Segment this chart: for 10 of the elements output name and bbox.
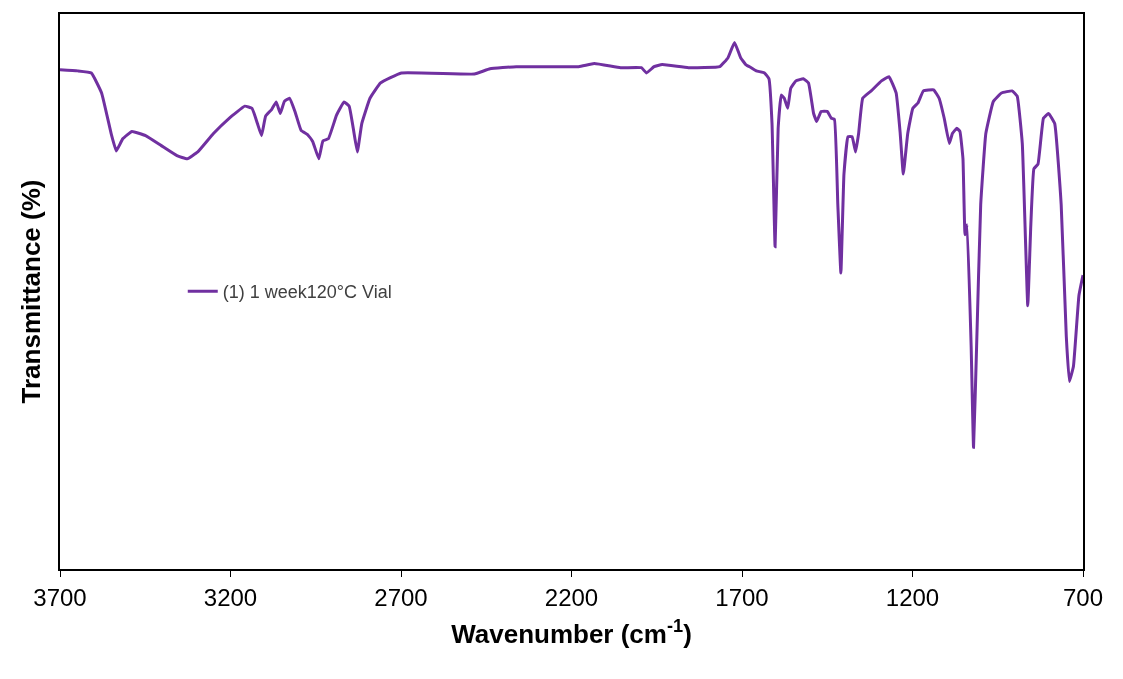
x-tick-label: 2200 [544,583,599,611]
x-tick-label: 1200 [885,583,940,611]
x-tick-label: 3700 [33,583,87,611]
x-tick-label: 700 [1062,583,1104,611]
x-tick-label: 2700 [374,583,428,611]
x-tick-label: 1700 [715,583,769,611]
x-tick-label: 3200 [203,583,258,611]
legend-label: (1) 1 week120°C Vial [222,282,392,303]
x-axis-title: Wavenumber (cm$^{-1}$) [451,616,692,649]
y-axis-title: Transmittance (%) [15,179,46,404]
